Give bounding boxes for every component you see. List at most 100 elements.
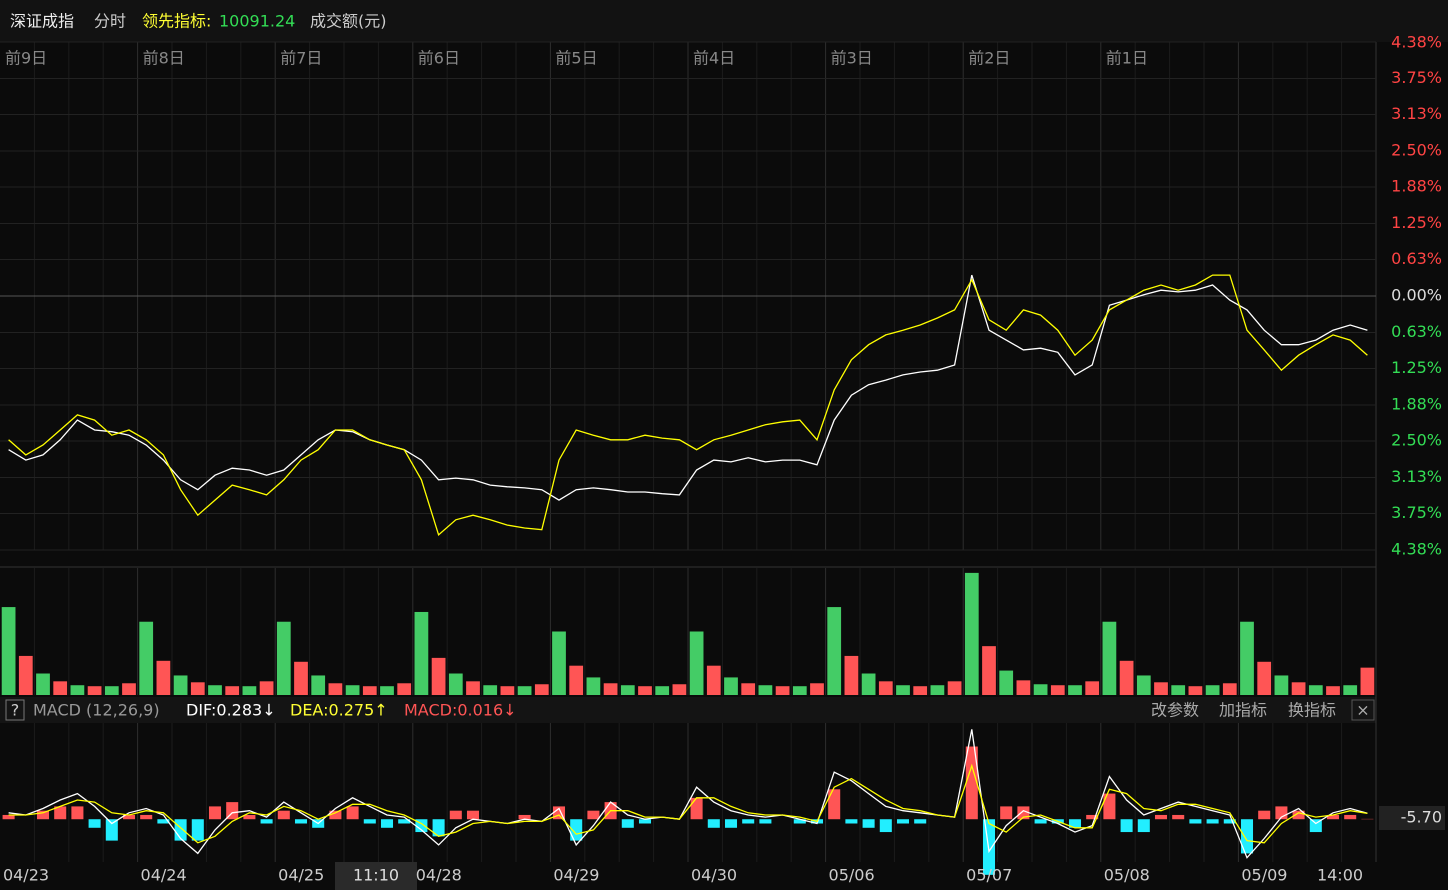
x-label: 05/06 [829,866,875,885]
volume-bar [122,683,136,695]
close[interactable]: × [1356,701,1369,720]
volume-bar [225,686,240,695]
dea-line [8,763,1368,844]
macd-label: MACD:0.016↓ [404,701,517,720]
cursor-box [335,862,417,890]
index-title: 深证成指 [10,12,74,31]
dif-line [8,729,1368,859]
close-box[interactable] [1351,699,1375,721]
button[interactable]: 加指标 [1219,701,1267,720]
macd-bar [191,819,204,841]
macd-bar [1086,814,1099,820]
volume-bar [758,685,773,695]
volume-bar [792,686,807,695]
y-tick-label: 3.13% [1391,104,1442,123]
macd-bar [707,819,720,828]
macd-bar [54,806,67,820]
macd-bar [363,819,376,824]
volume-bar [70,685,85,695]
volume-bar [1360,667,1375,695]
volume-bar [1240,621,1254,695]
volume-bar [810,683,824,695]
volume-bar [861,673,876,695]
volume-bar [982,646,996,695]
volume-bar [1068,685,1082,695]
macd-name: MACD (12,26,9) [33,701,160,720]
volume-bar [672,684,687,695]
macd-bar [329,810,342,820]
macd-bar [105,819,118,841]
macd-bar [759,819,772,824]
volume-bar [1257,661,1272,695]
macd-bar [140,814,153,820]
amount-label: 成交额(元) [310,12,387,31]
volume-bar [362,686,377,695]
volume-bar [569,665,584,695]
macd-bar [1326,814,1340,820]
volume-bar [1205,685,1220,695]
volume-bar [36,673,50,695]
volume-bar [689,631,704,695]
volume-bar [878,681,893,695]
y-tick-label: 4.38% [1391,33,1442,52]
y-tick-label: 1.88% [1391,176,1442,195]
macd-bar [965,746,978,820]
volume-bar [775,686,790,695]
volume-bar [706,665,721,695]
x-label: 05/08 [1104,866,1150,885]
macd-bar [157,819,170,824]
macd-bar [277,810,290,820]
x-label: 04/30 [691,866,737,885]
volume-bar [1188,686,1203,695]
macd-bar [1103,793,1116,820]
volume-bar [18,655,33,695]
day-label: 前2日 [968,49,1010,68]
macd-bar [122,814,136,820]
volume-bar [741,683,756,695]
volume-bar [964,572,979,695]
y-tick-label: 0.63% [1391,249,1442,268]
y-tick-label: 3.13% [1391,467,1442,486]
button[interactable]: 改参数 [1151,701,1199,720]
macd-bar [1344,814,1357,820]
x-label: 14:00 [1317,866,1363,885]
macd-bar [243,814,256,820]
macd-bar [208,806,222,820]
volume-bar [1016,680,1031,695]
lead-value: 10091.24 [219,12,295,31]
macd-bar [1068,819,1082,828]
macd-bar [1292,810,1305,820]
volume-bar [259,681,274,695]
help-box[interactable] [5,699,25,721]
volume-bar [1343,685,1358,695]
volume-bar [586,677,601,695]
help[interactable]: ? [11,701,20,720]
price-line [8,274,1368,537]
y-tick-label: 1.25% [1391,358,1442,377]
y-tick-label: 1.25% [1391,213,1442,232]
readout: -5.70 [1401,808,1442,827]
button[interactable]: 换指标 [1288,701,1336,720]
y-tick-label: 0.63% [1391,322,1442,341]
dea-label: DEA:0.275↑ [290,701,388,720]
macd-bar [88,819,101,828]
volume-bar [603,683,618,695]
volume-bar [1085,681,1100,695]
volume-bar [999,670,1014,695]
x-label: 04/29 [553,866,599,885]
lead-label: 领先指标: [142,12,211,31]
macd-bar [260,819,273,824]
volume-bar [655,686,670,695]
volume-bar [1136,675,1151,695]
volume-bar [1033,684,1048,695]
macd-bar [2,814,15,820]
mode[interactable]: 分时 [94,12,126,31]
macd-bar [879,819,892,833]
macd-bar [896,819,910,824]
volume-bar [913,686,928,695]
macd-bar [828,789,841,820]
volume-bar [294,661,308,695]
volume-bar [1274,675,1289,695]
volume-bar [276,621,291,695]
